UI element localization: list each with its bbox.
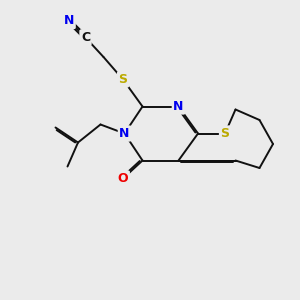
- Text: S: S: [220, 127, 230, 140]
- Text: N: N: [119, 127, 130, 140]
- Text: C: C: [81, 31, 90, 44]
- Text: S: S: [118, 73, 127, 86]
- Text: N: N: [173, 100, 184, 113]
- Text: N: N: [64, 14, 74, 28]
- Text: O: O: [118, 172, 128, 185]
